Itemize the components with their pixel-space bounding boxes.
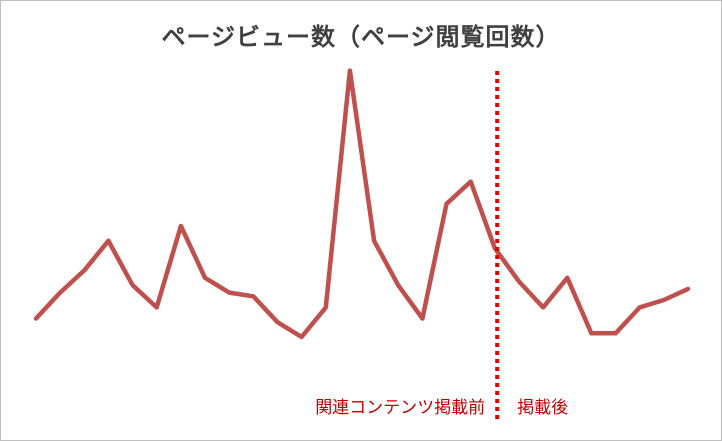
chart-title: ページビュー数（ページ閲覧回数） <box>161 23 561 51</box>
series-layer <box>33 68 691 340</box>
annotation-before: 関連コンテンツ掲載前 <box>315 398 485 418</box>
series-line-0 <box>33 68 691 340</box>
annotation-after: 掲載後 <box>517 398 568 418</box>
